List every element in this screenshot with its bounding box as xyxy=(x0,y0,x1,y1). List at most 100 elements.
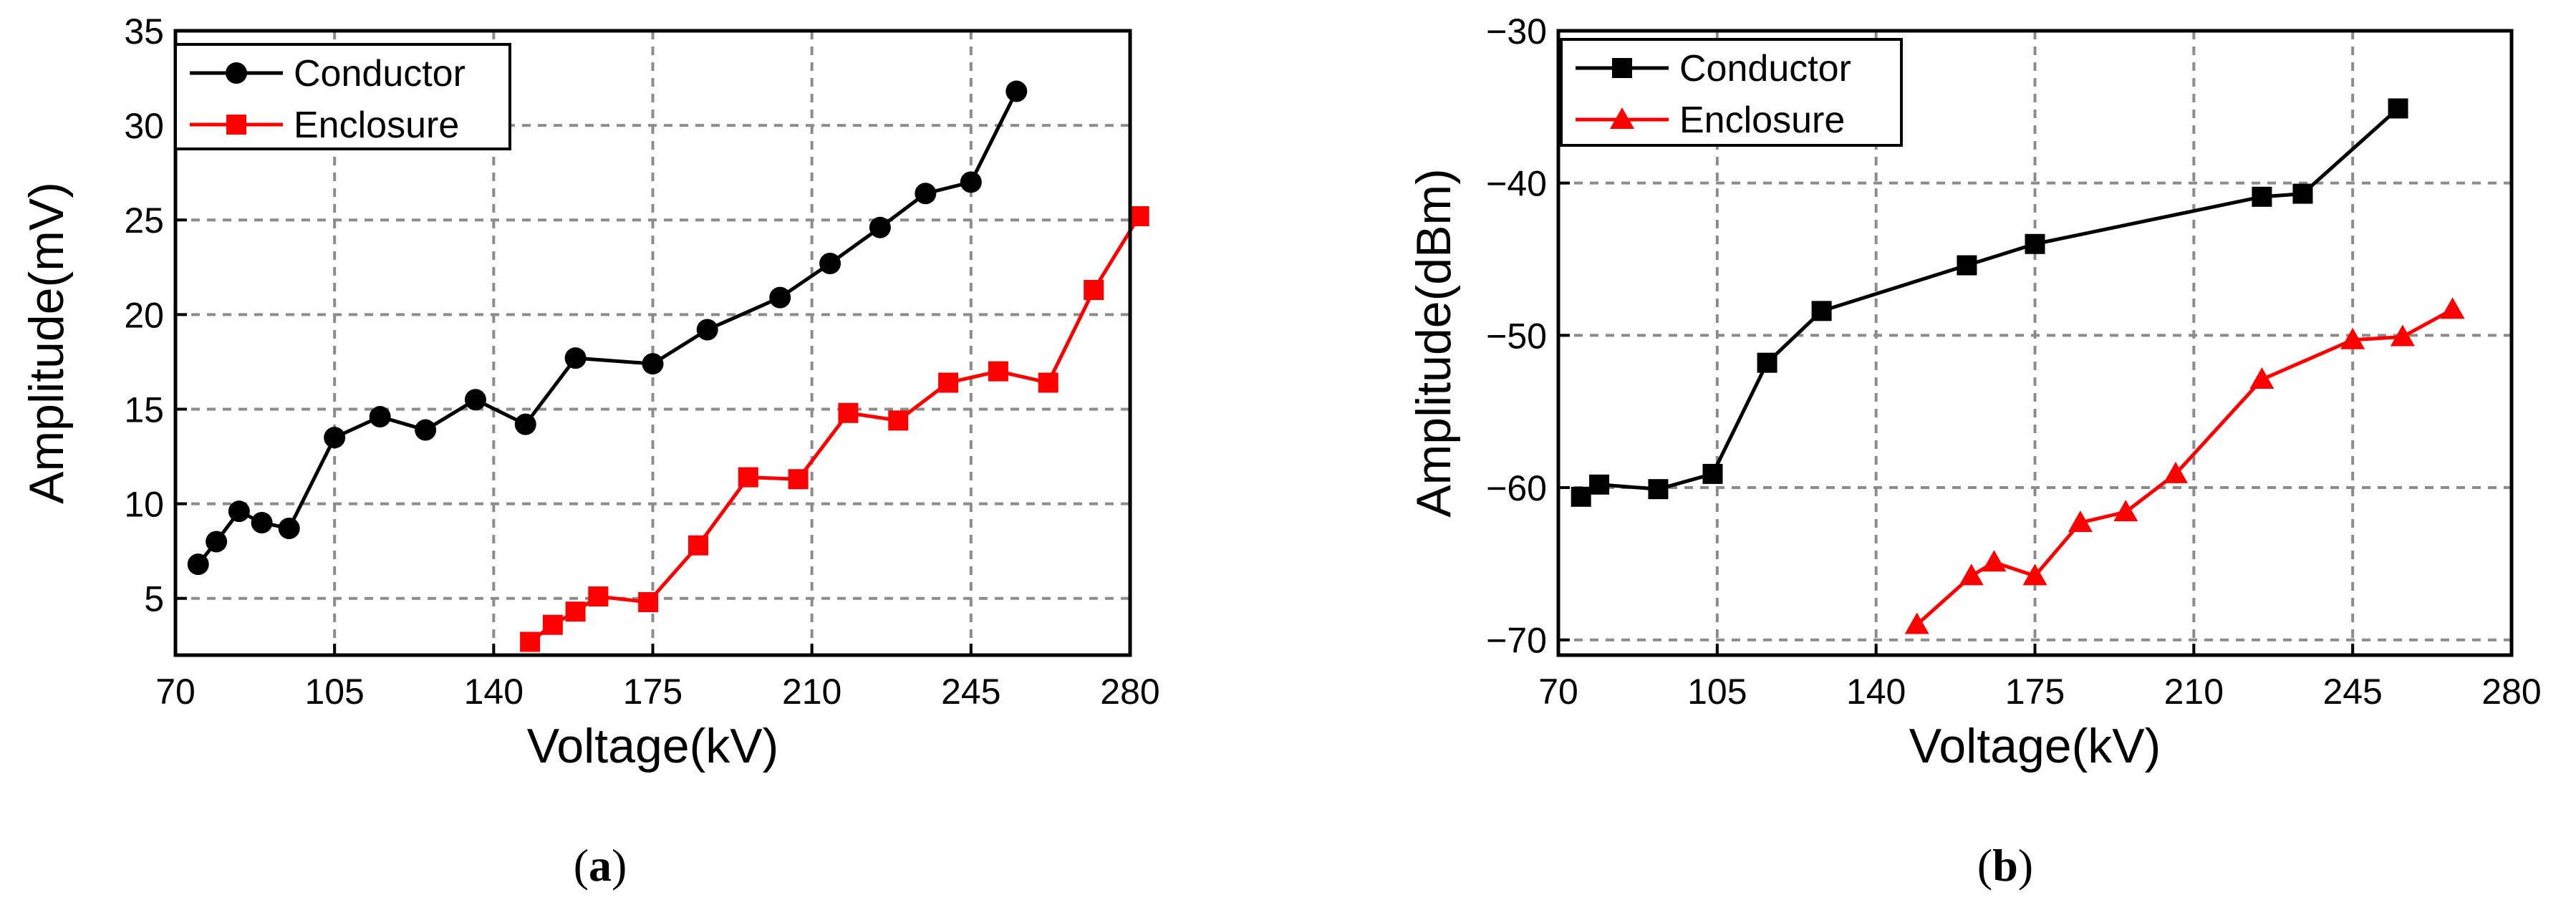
data-point-enclosure xyxy=(542,614,563,635)
data-point-enclosure xyxy=(520,631,541,652)
x-tick-label: 105 xyxy=(1687,672,1747,712)
y-tick-label: 5 xyxy=(144,579,164,619)
x-tick-label: 140 xyxy=(464,672,524,712)
data-point-conductor xyxy=(1757,352,1777,373)
legend-label-conductor: Conductor xyxy=(294,53,465,95)
legend: Conductor Enclosure xyxy=(174,43,511,150)
caption-letter: a xyxy=(589,840,612,891)
data-point-conductor xyxy=(564,347,587,369)
data-point-conductor xyxy=(228,500,250,523)
legend-marker-enclosure xyxy=(1610,107,1634,129)
data-point-conductor xyxy=(1648,479,1669,500)
legend-label-enclosure: Enclosure xyxy=(1679,100,1845,141)
data-point-enclosure xyxy=(838,402,859,423)
data-point-conductor xyxy=(2025,233,2045,254)
data-point-enclosure xyxy=(2068,510,2093,532)
y-tick-label: 20 xyxy=(124,295,164,335)
data-point-conductor xyxy=(369,406,391,428)
data-point-conductor xyxy=(1811,301,1832,321)
data-point-conductor xyxy=(1702,463,1723,484)
data-point-enclosure xyxy=(788,469,809,490)
data-point-conductor xyxy=(769,286,791,309)
x-tick-label: 105 xyxy=(304,672,364,712)
y-tick-label: 35 xyxy=(124,11,164,52)
data-point-enclosure xyxy=(1904,612,1929,634)
data-point-conductor xyxy=(278,517,300,539)
series-line-enclosure xyxy=(1916,308,2454,626)
y-tick-label: −40 xyxy=(1486,164,1547,204)
data-point-enclosure xyxy=(2249,367,2274,389)
x-tick-label: 140 xyxy=(1846,672,1906,712)
data-point-conductor xyxy=(696,319,718,341)
data-point-conductor xyxy=(2388,98,2408,119)
data-point-conductor xyxy=(869,216,891,238)
y-tick-label: 25 xyxy=(124,200,164,241)
data-point-enclosure xyxy=(2340,327,2365,349)
chart-b: 70 105 140 175 210 245 280 −70 −60 −50 −40 −30 Volta… xyxy=(1407,11,2542,891)
x-tick-label: 280 xyxy=(2481,672,2541,712)
x-tick-label: 210 xyxy=(782,672,841,712)
caption-letter: b xyxy=(1992,840,2018,891)
x-tick-label: 280 xyxy=(1100,672,1159,712)
y-tick-label: 30 xyxy=(124,106,164,146)
legend: Conductor Enclosure xyxy=(1560,38,1903,147)
x-tick-label: 70 xyxy=(1538,672,1578,712)
data-point-conductor xyxy=(514,413,536,435)
x-tick-label: 245 xyxy=(2322,672,2382,712)
data-point-enclosure xyxy=(1129,205,1149,226)
data-point-enclosure xyxy=(2163,461,2188,483)
data-point-enclosure xyxy=(2113,500,2138,522)
legend-marker-enclosure xyxy=(226,115,246,135)
series-line-enclosure xyxy=(529,215,1141,644)
x-tick-label: 70 xyxy=(155,672,196,712)
data-point-conductor xyxy=(1589,474,1610,495)
data-point-enclosure xyxy=(638,592,659,613)
data-point-conductor xyxy=(960,171,982,193)
data-point-conductor xyxy=(915,183,937,205)
data-point-enclosure xyxy=(888,410,909,431)
data-point-enclosure xyxy=(988,361,1008,382)
x-tick-label: 175 xyxy=(2005,672,2065,712)
data-point-conductor xyxy=(415,419,437,441)
y-tick-label: −30 xyxy=(1486,11,1547,52)
legend-label-enclosure: Enclosure xyxy=(294,105,459,146)
x-tick-label: 175 xyxy=(623,672,682,712)
data-point-enclosure xyxy=(688,535,708,556)
data-point-enclosure xyxy=(565,601,586,622)
series-line-conductor xyxy=(1580,107,2400,498)
data-point-enclosure xyxy=(2390,324,2415,347)
data-point-enclosure xyxy=(2022,563,2047,586)
data-point-enclosure xyxy=(938,372,959,393)
data-point-enclosure xyxy=(1038,372,1058,393)
legend-marker-conductor xyxy=(226,62,247,84)
y-tick-label: 10 xyxy=(124,485,164,525)
x-tick-label: 210 xyxy=(2164,672,2224,712)
x-tick-label: 245 xyxy=(941,672,1000,712)
data-point-conductor xyxy=(1571,486,1591,507)
data-point-conductor xyxy=(2252,186,2272,207)
chart-a: 70 105 140 175 210 245 280 5 10 15 20 25 30 35 Voltage… xyxy=(19,11,1160,891)
legend-label-conductor: Conductor xyxy=(1679,48,1851,89)
y-tick-label: −60 xyxy=(1486,468,1547,508)
y-axis-label: Amplitude(dBm) xyxy=(1407,168,1461,518)
data-point-conductor xyxy=(819,253,841,275)
data-point-conductor xyxy=(1005,80,1028,102)
figure-caption: (b) xyxy=(1977,840,2033,891)
data-point-enclosure xyxy=(2440,297,2465,319)
x-axis-label: Voltage(kV) xyxy=(1909,719,2161,773)
data-point-conductor xyxy=(642,353,664,375)
data-point-enclosure xyxy=(1959,563,1984,586)
legend-marker-conductor xyxy=(1612,58,1632,78)
figure-caption: (a) xyxy=(574,840,627,891)
y-tick-label: 15 xyxy=(124,389,164,430)
y-axis-label: Amplitude(mV) xyxy=(19,182,74,504)
data-point-enclosure xyxy=(588,586,609,607)
data-point-conductor xyxy=(206,531,228,553)
data-point-enclosure xyxy=(1982,550,2007,572)
data-point-conductor xyxy=(2292,183,2313,204)
data-point-conductor xyxy=(251,512,273,534)
x-axis-label: Voltage(kV) xyxy=(527,719,779,773)
data-point-conductor xyxy=(324,427,346,449)
data-point-enclosure xyxy=(1084,280,1104,301)
